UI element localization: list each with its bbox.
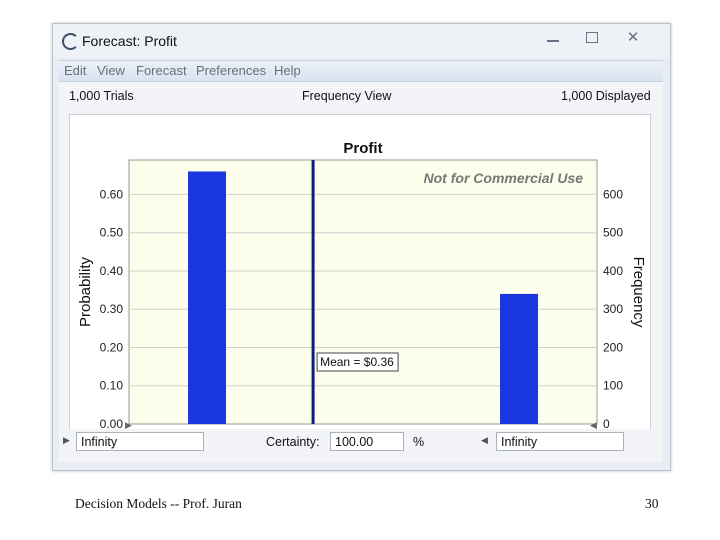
y-right-tick-label: 100: [603, 379, 623, 393]
chart-bar: [500, 293, 538, 424]
y-left-tick-label: 0.00: [100, 417, 124, 431]
close-button[interactable]: ✕: [621, 28, 645, 46]
minimize-icon: [547, 40, 559, 42]
certainty-controls: ▶ Infinity Certainty: 100.00 % ◀ Infinit…: [59, 429, 663, 457]
y-right-tick-label: 600: [603, 187, 623, 201]
menu-view[interactable]: View: [97, 63, 125, 78]
forecast-content: 1,000 Trials Frequency View 1,000 Displa…: [59, 82, 663, 462]
y-left-tick-label: 0.50: [100, 226, 124, 240]
view-name: Frequency View: [302, 89, 392, 103]
footer-credit: Decision Models -- Prof. Juran: [75, 496, 242, 511]
left-axis-grabber-icon: ▶: [125, 420, 132, 430]
menu-preferences[interactable]: Preferences: [196, 63, 267, 78]
trials-count: 1,000 Trials: [69, 89, 134, 103]
right-axis-grabber-icon: ◀: [590, 420, 597, 430]
chart-frame: Profit 0.00 0.10 0.20 0.30 0.40 0.50 0.60 0 100 20…: [69, 114, 651, 451]
y-right-tick-label: 200: [603, 340, 623, 354]
menu-edit[interactable]: Edit: [64, 63, 87, 78]
y-left-tick-label: 0.20: [100, 340, 124, 354]
mean-label-box: [316, 352, 399, 372]
y-axis-label-right: Frequency: [630, 257, 647, 328]
y-left-tick-label: 0.30: [100, 302, 124, 316]
minimize-button[interactable]: [541, 28, 565, 46]
certainty-input[interactable]: 100.00: [330, 432, 404, 451]
left-grabber-icon[interactable]: ▶: [63, 435, 70, 445]
window-title: Forecast: Profit: [82, 33, 177, 49]
y-right-tick-label: 0: [603, 417, 610, 431]
y-left-tick-label: 0.10: [100, 379, 124, 393]
right-limit-input[interactable]: Infinity: [496, 432, 624, 451]
left-limit-input[interactable]: Infinity: [76, 432, 204, 451]
percent-label: %: [413, 435, 425, 449]
footer-page-num: 30: [645, 496, 659, 511]
menu-forecast[interactable]: Forecast: [136, 63, 187, 78]
displayed-count: 1,000 Displayed: [561, 89, 651, 103]
mean-label: Mean = $0.36: [320, 355, 394, 369]
chart-title: Profit: [343, 140, 382, 157]
y-right-tick-label: 300: [603, 302, 623, 316]
menu-help[interactable]: Help: [274, 63, 301, 78]
menu-bar: Edit View Forecast Preferences Help: [59, 60, 663, 82]
app-icon: [62, 33, 79, 50]
maximize-icon: [586, 31, 598, 43]
maximize-button[interactable]: [580, 28, 604, 46]
y-left-tick-label: 0.60: [100, 187, 124, 201]
y-axis-label-left: Probability: [77, 256, 94, 327]
close-icon: ✕: [626, 29, 640, 46]
y-left-tick-label: 0.40: [100, 264, 124, 278]
watermark-text: Not for Commercial Use: [424, 170, 584, 186]
y-right-tick-label: 500: [603, 226, 623, 240]
profit-chart: Profit 0.00 0.10 0.20 0.30 0.40 0.50 0.60 0 100 20…: [77, 140, 647, 442]
chart-bar: [188, 171, 226, 424]
title-bar: Forecast: Profit ✕: [53, 24, 670, 58]
forecast-window: Forecast: Profit ✕ Edit View Forecast Pr…: [52, 23, 671, 471]
certainty-label: Certainty:: [266, 435, 320, 449]
y-right-tick-label: 400: [603, 264, 623, 278]
right-grabber-icon[interactable]: ◀: [481, 435, 488, 445]
